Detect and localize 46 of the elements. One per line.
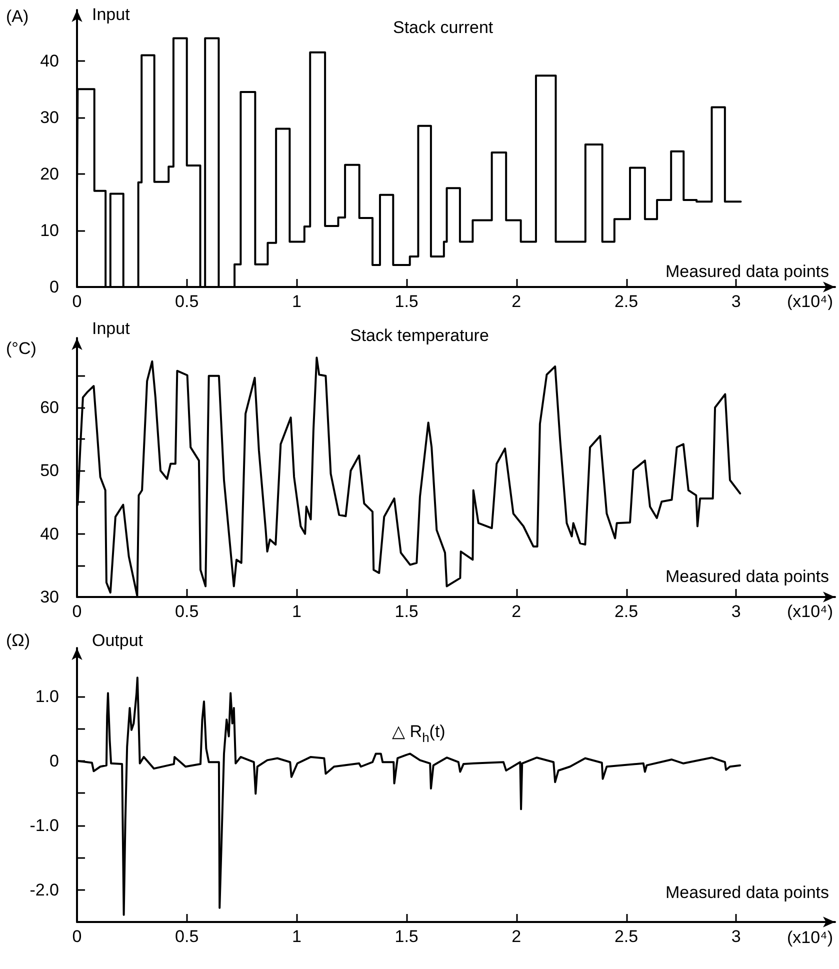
y-tick-label: 30 [40,588,59,606]
y-tick-label: 20 [40,164,59,184]
x-tick-label: 2 [512,927,522,946]
y-axis-title: (°C) [6,339,36,358]
x-tick-label: 2.5 [614,927,638,946]
x-tick-label: 0 [72,602,82,621]
x-tick-label: 2 [512,292,522,311]
x-axis-title: Measured data points [666,883,830,902]
x-tick-label: 1.5 [394,927,418,946]
x-tick-label: 3 [731,602,741,621]
x-tick-label: 1 [292,292,302,311]
y-tick-label: -1.0 [30,816,59,835]
x-tick-label: 1 [292,927,302,946]
text: Stack current [393,18,494,37]
x-tick-label: 0.5 [175,292,199,311]
x-tick-label: 2.5 [614,292,638,311]
x-tick-label: 0 [72,292,82,311]
x-tick-label: 3 [731,292,741,311]
x-tick-label: 1.5 [394,602,418,621]
annotation: Input [92,5,130,24]
y-tick-label: 1.0 [35,686,59,706]
chart-title: Stack temperature [350,326,489,345]
x-tick-label: 3 [731,927,741,946]
y-tick-label: 60 [40,398,59,417]
x-tick-label: 0.5 [175,602,199,621]
y-tick-label: 10 [40,220,59,240]
y-tick-label: 0 [50,751,59,770]
y-axis-title: (A) [6,7,29,26]
x-tick-label: 1.5 [394,292,418,311]
y-tick-label: -2.0 [30,880,59,900]
x-tick-label: 2.5 [614,602,638,621]
y-tick-label: 30 [40,108,59,127]
x-axis-title: Measured data points [666,567,830,586]
x-tick-label: 0 [72,927,82,946]
y-tick-label: 0 [50,278,59,296]
annotation: Output [92,631,144,650]
x-axis-title: Measured data points [666,262,830,281]
text: (x10⁴) [786,928,834,947]
x-tick-label: 2 [512,602,522,621]
x-tick-label: 1 [292,602,302,621]
y-tick-label: 50 [40,461,59,480]
y-tick-label: 40 [40,51,59,70]
y-axis-title: (Ω) [6,631,30,650]
text: Input [92,319,130,338]
x-tick-label: 0.5 [175,927,199,946]
y-tick-label: 40 [40,524,59,544]
